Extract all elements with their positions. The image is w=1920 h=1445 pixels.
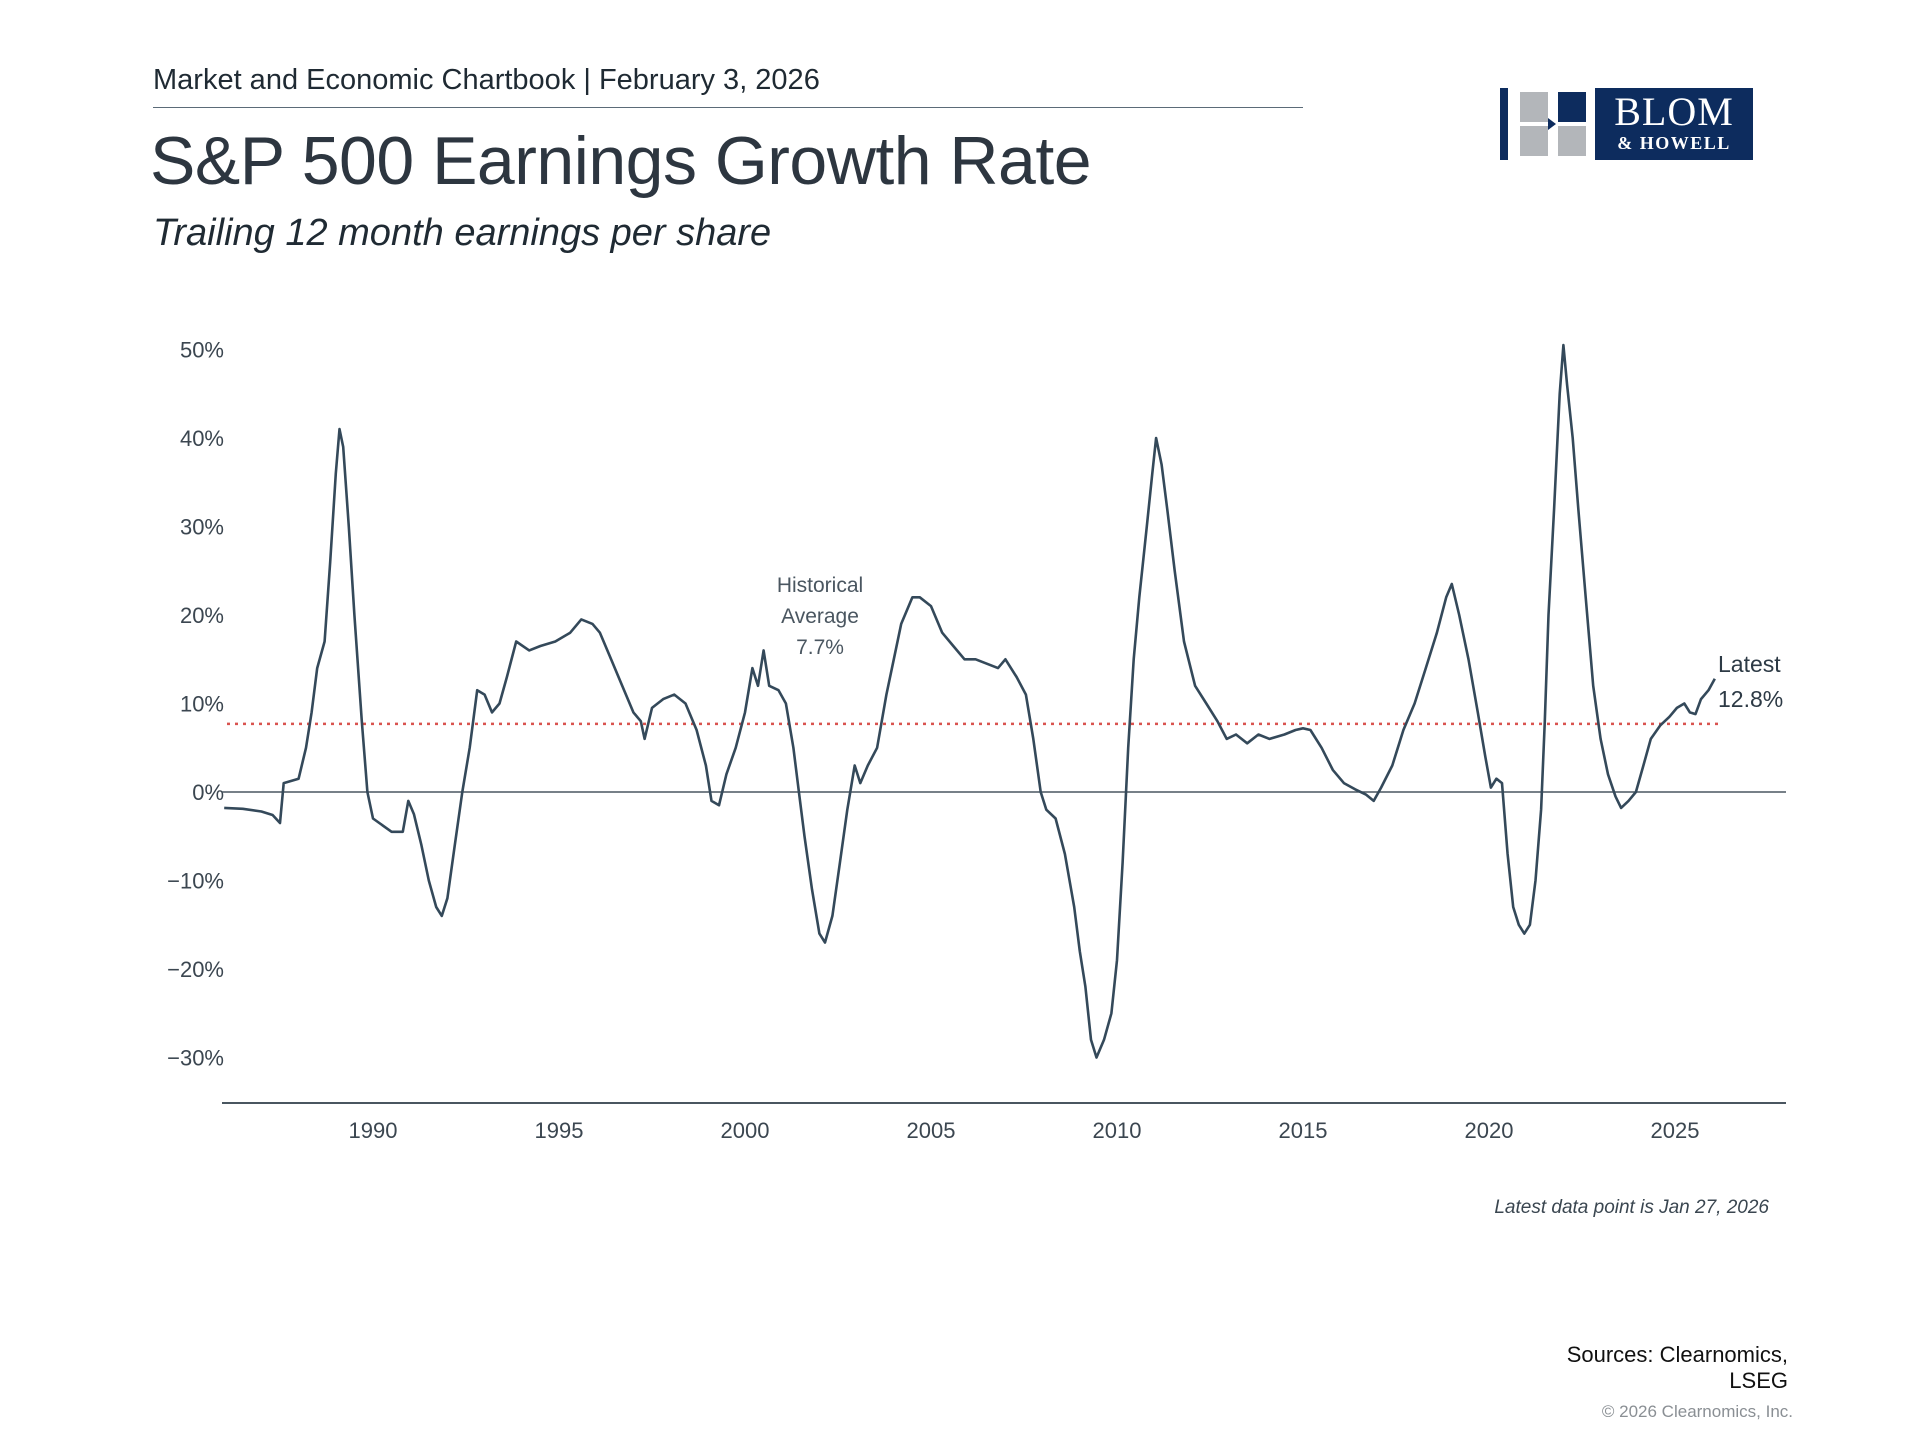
copyright: © 2026 Clearnomics, Inc. — [1601, 1402, 1793, 1421]
y-tick-label: 20% — [180, 603, 224, 628]
header-divider — [153, 107, 1303, 108]
latest-value-annotation: 12.8% — [1718, 686, 1783, 712]
y-tick-label: 50% — [180, 338, 224, 363]
x-tick-label: 2020 — [1465, 1118, 1514, 1143]
x-tick-label: 2000 — [721, 1118, 770, 1143]
blom-howell-logo: BLOM & HOWELL — [1500, 88, 1755, 160]
y-tick-label: 30% — [180, 515, 224, 540]
x-tick-label: 2025 — [1651, 1118, 1700, 1143]
y-tick-label: −20% — [167, 957, 224, 982]
earnings-growth-line — [224, 343, 1716, 1059]
logo-mark-icon — [1500, 88, 1586, 160]
y-tick-label: 0% — [192, 780, 224, 805]
x-tick-label: 1995 — [535, 1118, 584, 1143]
x-tick-label: 2015 — [1279, 1118, 1328, 1143]
sources-line1: Sources: Clearnomics, — [1566, 1342, 1788, 1367]
latest-data-note: Latest data point is Jan 27, 2026 — [1494, 1197, 1769, 1218]
x-tick-label: 2005 — [907, 1118, 956, 1143]
historical-average-annotation: Average — [781, 605, 859, 628]
historical-average-annotation: Historical — [777, 574, 863, 597]
logo-line2: & HOWELL — [1617, 133, 1731, 153]
historical-average-annotation: 7.7% — [796, 636, 844, 659]
page-title: S&P 500 Earnings Growth Rate — [150, 123, 1092, 199]
sources-line2: LSEG — [1729, 1368, 1788, 1393]
logo-wordmark: BLOM & HOWELL — [1595, 88, 1753, 160]
y-tick-label: −30% — [167, 1046, 224, 1071]
sources: Sources: Clearnomics, LSEG — [1567, 1342, 1788, 1394]
latest-value-annotation: Latest — [1718, 651, 1781, 677]
y-tick-label: 10% — [180, 692, 224, 717]
x-tick-label: 1990 — [349, 1118, 398, 1143]
x-tick-label: 2010 — [1093, 1118, 1142, 1143]
y-tick-label: 40% — [180, 426, 224, 451]
chartbook-header: Market and Economic Chartbook | February… — [153, 64, 820, 96]
page-subtitle: Trailing 12 month earnings per share — [153, 212, 772, 254]
y-tick-label: −10% — [167, 869, 224, 894]
logo-line1: BLOM — [1614, 89, 1734, 134]
